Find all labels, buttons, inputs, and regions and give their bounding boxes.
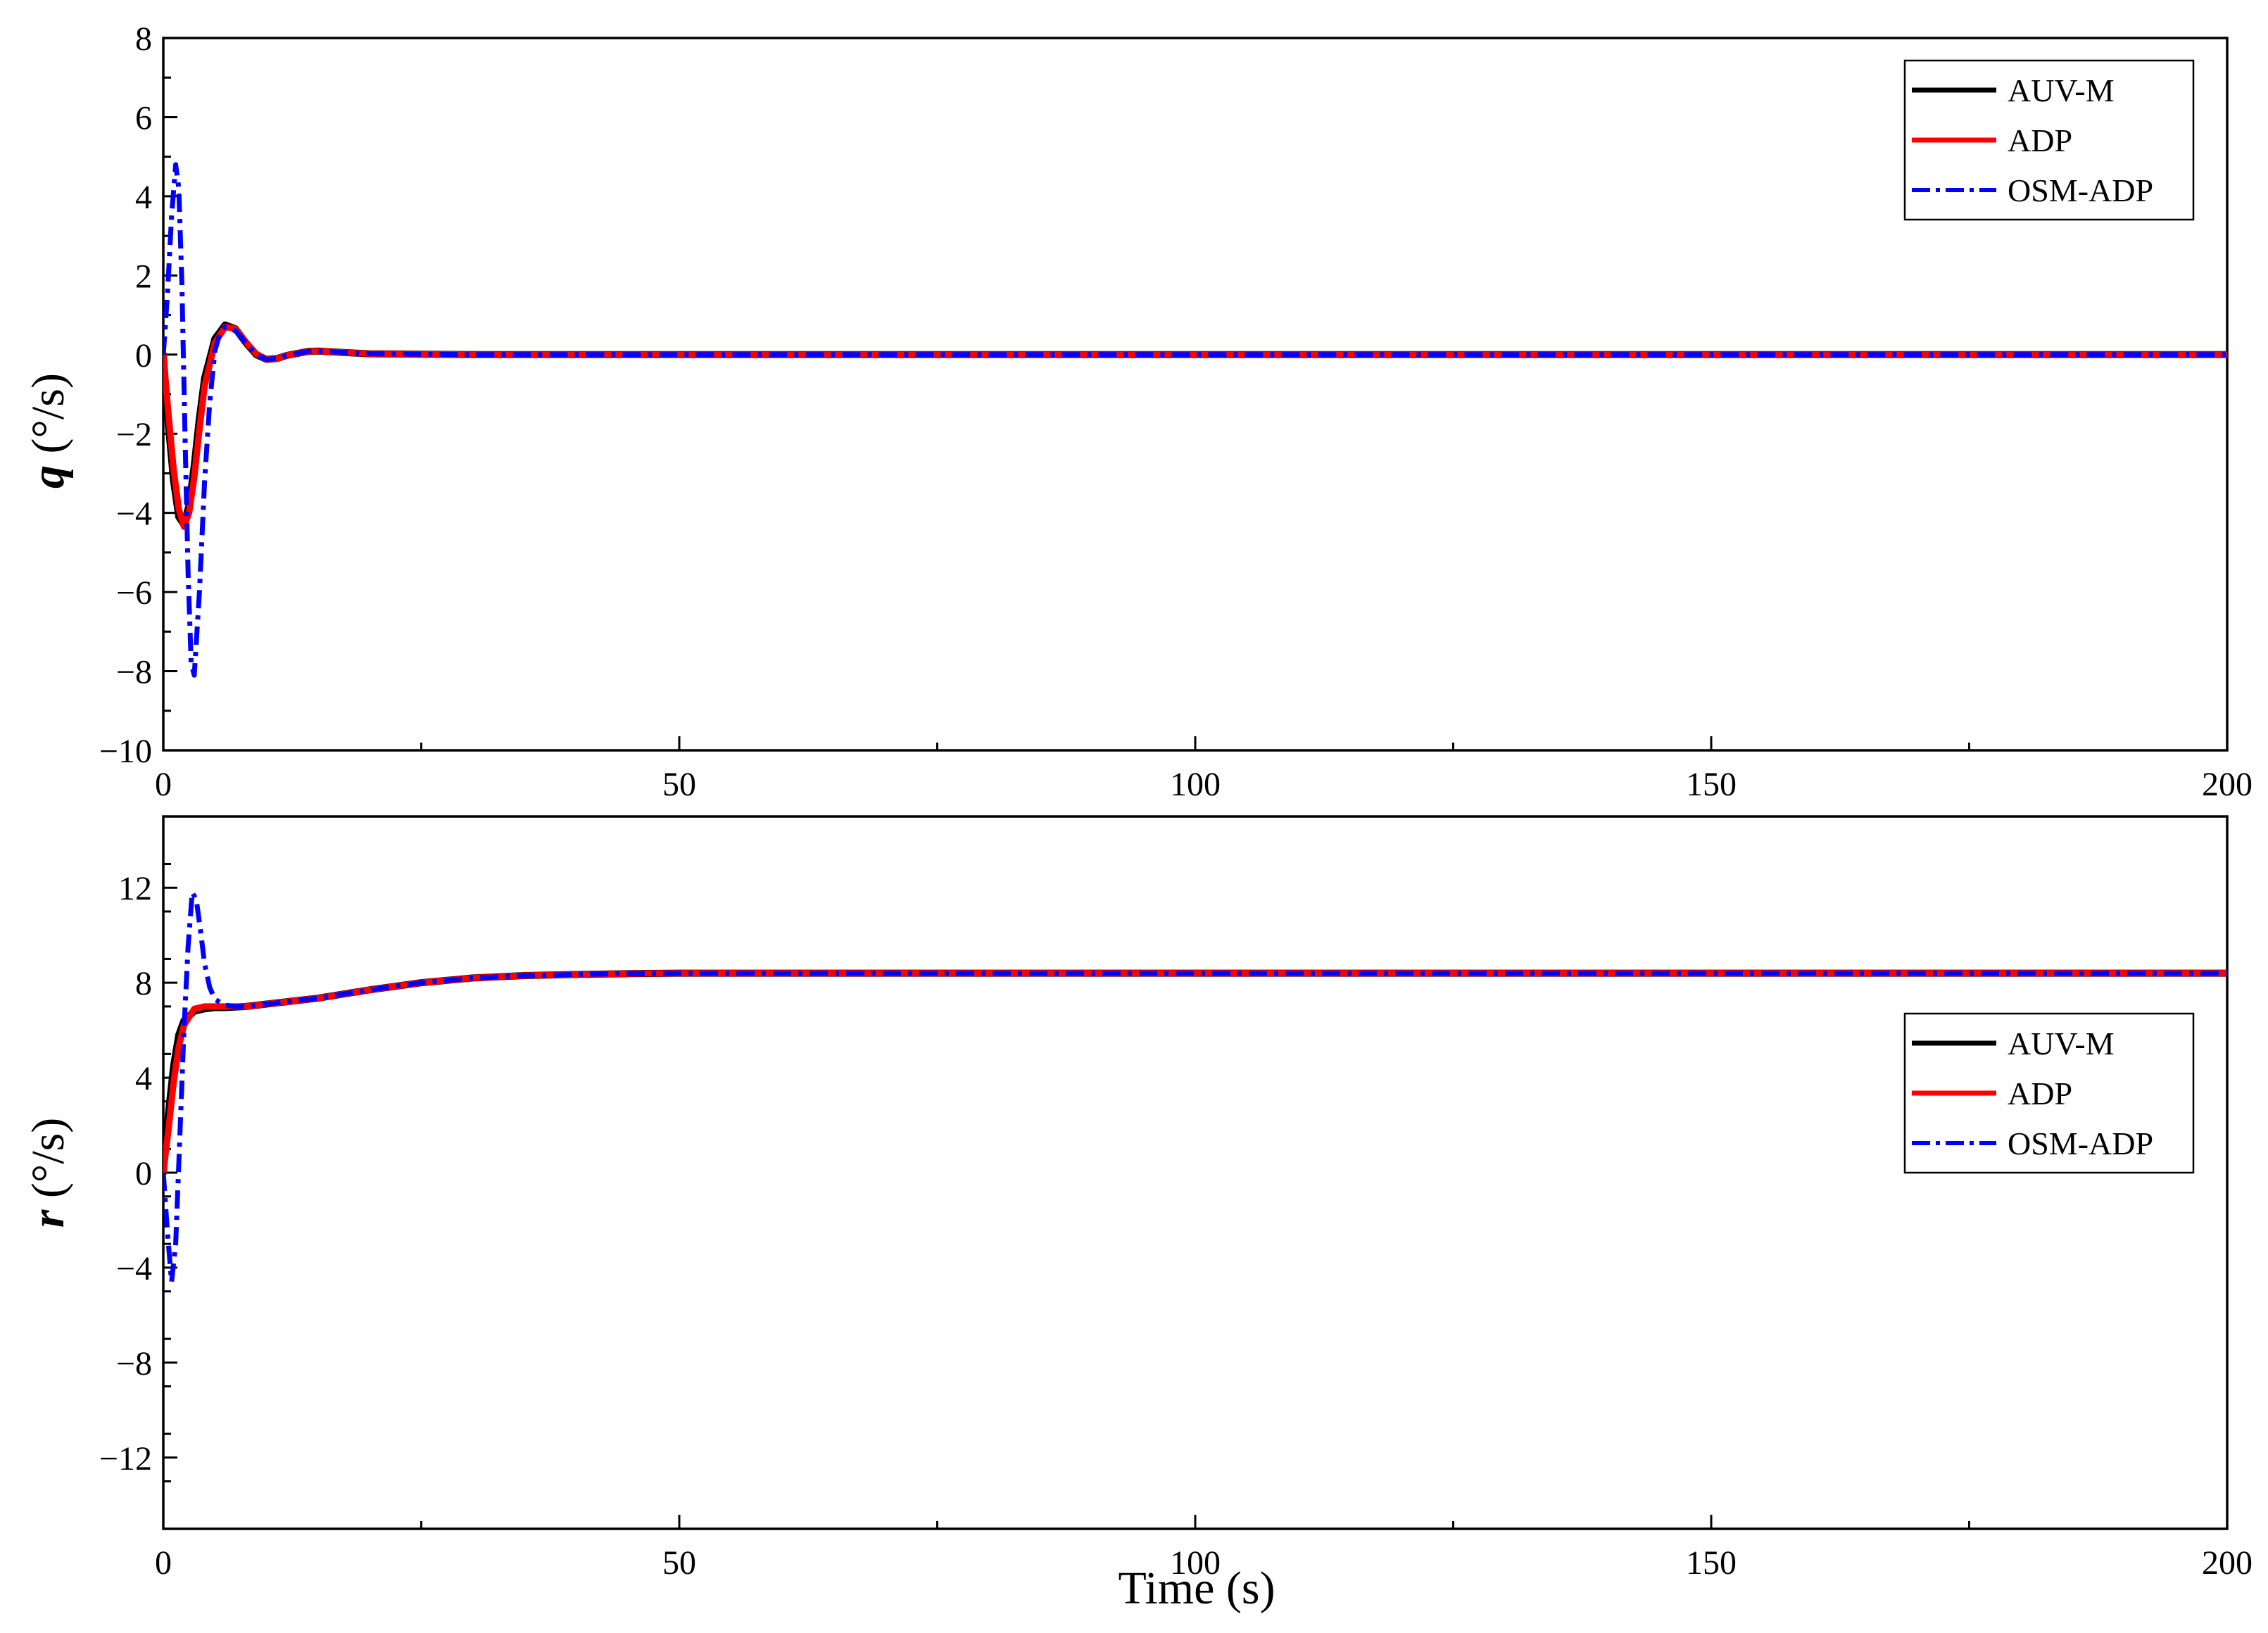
panel-q-x-tick-label: 50 (662, 766, 696, 803)
panel-q-y-tick-label: 6 (135, 99, 152, 137)
panel-r-y-ticks: −12 −8 −4 0 4 8 12 (99, 815, 177, 1530)
panel-r-y-tick-label: −4 (116, 1250, 152, 1287)
panel-q-x-tick-label: 150 (1686, 766, 1737, 803)
panel-r-y-tick-label: −12 (99, 1440, 152, 1477)
panel-r-x-tick-label: 0 (155, 1544, 172, 1582)
panel-q-x-tick-label: 200 (2202, 766, 2253, 803)
panel-q-legend-label-osm-adp: OSM-ADP (2008, 172, 2153, 208)
panel-q-series-osm-adp (163, 162, 2227, 678)
panel-r-chart: 0 50 100 150 200 −12 −8 −4 0 4 8 12 r (°/s) AUV-M … (23, 815, 2253, 1582)
panel-q-y-tick-label: −2 (116, 416, 152, 453)
panel-r-y-tick-label: 4 (135, 1060, 152, 1097)
panel-r-x-tick-label: 150 (1686, 1544, 1737, 1582)
panel-q-legend-label-auv-m: AUV-M (2008, 72, 2115, 108)
panel-r-x-tick-label: 100 (1170, 1544, 1221, 1582)
panel-q-y-tick-label: −6 (116, 574, 152, 612)
panel-r-series-osm-adp (163, 890, 2227, 1285)
panel-q-y-ticks: −10 −8 −6 −4 −2 0 2 4 6 8 (99, 20, 177, 770)
panel-r-legend-label-osm-adp: OSM-ADP (2008, 1126, 2153, 1161)
panel-r-legend-label-adp: ADP (2008, 1076, 2072, 1111)
panel-r-y-tick-label: −8 (116, 1345, 152, 1382)
panel-q-y-tick-label: −10 (99, 733, 152, 770)
panel-r-y-tick-label: 8 (135, 965, 152, 1002)
panel-r-x-tick-label: 50 (662, 1544, 696, 1582)
panel-q-y-tick-label: 0 (135, 337, 152, 374)
panel-q-x-tick-label: 100 (1170, 766, 1221, 803)
panel-q-chart: 0 50 100 150 200 −10 −8 −6 −4 −2 0 2 4 6 8 q (°/s) AU… (23, 20, 2253, 803)
panel-r-y-axis-label: r (°/s) (23, 1118, 74, 1228)
panel-r-legend: AUV-M ADP OSM-ADP (1903, 1012, 2195, 1174)
panel-q-y-tick-label: 4 (135, 179, 152, 216)
panel-r-legend-label-auv-m: AUV-M (2008, 1026, 2115, 1061)
panel-q-legend: AUV-M ADP OSM-ADP (1903, 59, 2195, 221)
panel-r-y-tick-label: 0 (135, 1155, 152, 1192)
panel-q-y-axis-label: q (°/s) (23, 373, 74, 488)
x-axis-label: Time (s) (1118, 1563, 1275, 1614)
panel-q-legend-label-adp: ADP (2008, 122, 2072, 158)
panel-q-y-tick-label: 8 (135, 20, 152, 58)
panel-q-y-tick-label: 2 (135, 258, 152, 295)
panel-r-series (163, 890, 2227, 1285)
panel-q-series (163, 162, 2227, 678)
panel-q-x-tick-label: 0 (155, 766, 172, 803)
panel-q-x-ticks: 0 50 100 150 200 (155, 736, 2253, 803)
panel-r-y-tick-label: 12 (118, 870, 152, 907)
panel-q-y-tick-label: −8 (116, 654, 152, 691)
panel-r-x-tick-label: 200 (2202, 1544, 2253, 1582)
panel-r-x-ticks: 0 50 100 150 200 (155, 1515, 2253, 1582)
panel-q-y-tick-label: −4 (116, 496, 152, 533)
